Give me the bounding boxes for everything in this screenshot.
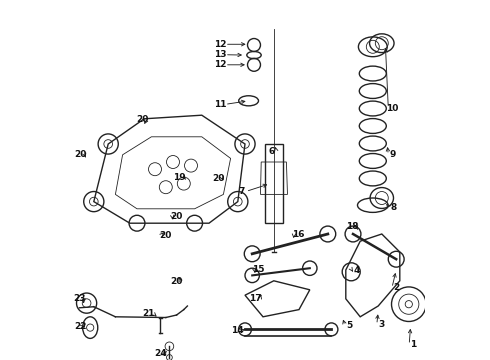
Text: 7: 7: [238, 187, 245, 196]
Text: 20: 20: [212, 174, 224, 183]
Text: 22: 22: [74, 323, 86, 331]
Text: 9: 9: [390, 150, 396, 159]
Text: 2: 2: [393, 284, 399, 292]
Text: 19: 19: [173, 173, 186, 182]
Text: 1: 1: [410, 341, 416, 349]
Text: 20: 20: [171, 212, 183, 220]
Text: 11: 11: [214, 100, 227, 109]
Text: 5: 5: [346, 321, 352, 330]
Text: 20: 20: [159, 231, 171, 240]
Text: 23: 23: [73, 294, 86, 303]
Text: 3: 3: [378, 320, 384, 329]
Text: 12: 12: [214, 40, 227, 49]
Text: 24: 24: [154, 349, 167, 358]
Text: 16: 16: [292, 230, 304, 239]
Text: 17: 17: [249, 294, 262, 302]
Text: 20: 20: [136, 115, 148, 124]
Text: 18: 18: [346, 222, 359, 231]
Text: 20: 20: [171, 277, 183, 286]
Text: 12: 12: [214, 60, 227, 69]
Text: 20: 20: [74, 150, 86, 159]
Text: 4: 4: [353, 266, 360, 275]
Text: 21: 21: [142, 309, 155, 318]
Text: 6: 6: [269, 147, 275, 156]
Text: 13: 13: [214, 50, 227, 59]
Text: 10: 10: [387, 104, 399, 113]
Text: 8: 8: [390, 202, 396, 212]
Text: 14: 14: [231, 326, 244, 335]
Text: 15: 15: [252, 265, 265, 274]
